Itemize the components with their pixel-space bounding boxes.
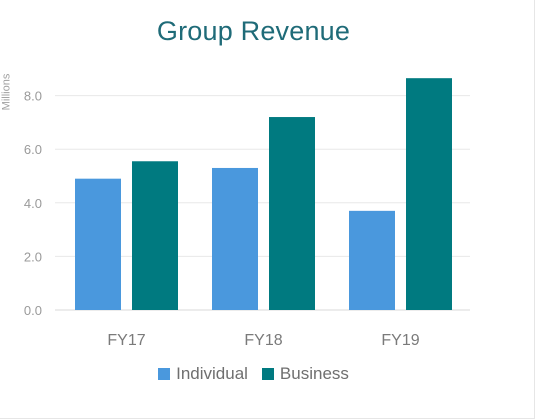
bar-business-fy17 (132, 161, 178, 310)
bar-business-fy19 (406, 78, 452, 311)
bar-business-fy18 (269, 117, 315, 310)
y-tick-label-1: 2.0 (24, 249, 42, 264)
x-tick-label-fy19: FY19 (381, 332, 419, 349)
y-tick-label-3: 6.0 (24, 142, 42, 157)
y-tick-label-4: 8.0 (24, 89, 42, 104)
y-tick-label-0: 0.0 (24, 303, 42, 318)
legend-item-business[interactable]: Business (261, 364, 349, 384)
x-tick-label-fy18: FY18 (244, 332, 282, 349)
legend-label-individual: Individual (176, 364, 248, 383)
y-tick-label-2: 4.0 (24, 196, 42, 211)
x-tick-label-fy17: FY17 (107, 332, 145, 349)
chart-title: Group Revenue (156, 16, 351, 46)
bar-individual-fy18 (212, 167, 258, 310)
legend-item-individual[interactable]: Individual (158, 364, 248, 384)
legend-label-business: Business (279, 364, 349, 383)
chart-legend: Individual Business (0, 364, 507, 384)
legend-swatch-business (261, 368, 274, 380)
bar-individual-fy19 (349, 210, 395, 310)
bar-individual-fy17 (75, 178, 121, 310)
legend-swatch-individual (158, 368, 171, 380)
